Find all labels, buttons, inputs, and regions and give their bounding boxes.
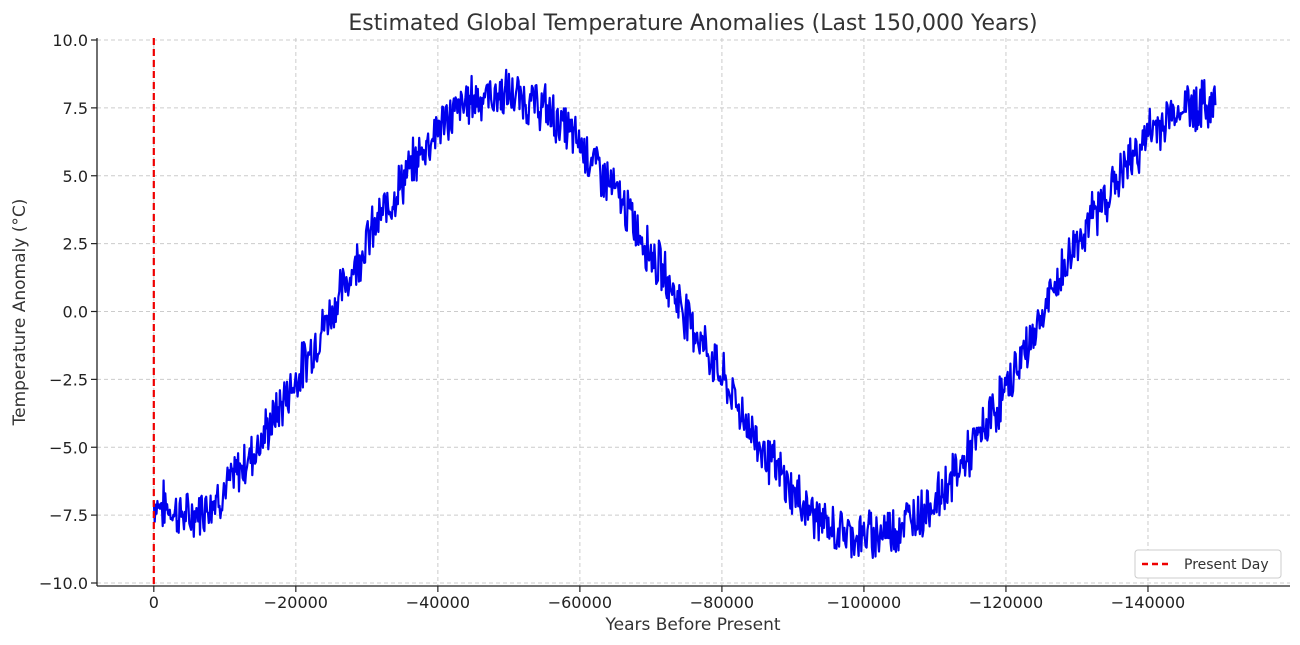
legend-box	[1134, 549, 1282, 579]
y-tick-label: −5.0	[49, 438, 88, 457]
y-axis-ticks: 10.0 7.5 5.0 2.5 0.0 −2.5 −5.0 −7.5 −10.0	[39, 31, 97, 593]
y-tick-label: 0.0	[63, 303, 88, 322]
y-tick-label: −10.0	[39, 574, 88, 593]
y-tick-label: 5.0	[63, 167, 88, 186]
chart-title: Estimated Global Temperature Anomalies (…	[348, 11, 1037, 36]
legend-label-present-day: Present Day	[1184, 557, 1269, 573]
temperature-series-line	[152, 68, 1217, 559]
x-tick-label: −60000	[548, 593, 612, 612]
x-tick-label: −100000	[827, 593, 901, 612]
x-tick-label: −20000	[264, 593, 328, 612]
y-tick-label: −7.5	[49, 506, 88, 525]
x-axis-label: Years Before Present	[604, 615, 780, 635]
y-axis-label: Temperature Anomaly (°C)	[10, 199, 30, 427]
y-tick-label: 7.5	[63, 99, 88, 118]
grid	[97, 38, 1290, 586]
x-tick-label: −80000	[690, 593, 754, 612]
y-tick-label: 2.5	[63, 235, 88, 254]
x-tick-label: 0	[149, 593, 159, 612]
x-tick-label: −40000	[406, 593, 470, 612]
x-axis-ticks: 0 −20000 −40000 −60000 −80000 −100000 −120000 −…	[149, 586, 1185, 612]
x-tick-label: −140000	[1111, 593, 1185, 612]
x-tick-label: −120000	[969, 593, 1043, 612]
plot-area	[152, 38, 1217, 586]
legend: Present Day	[1134, 549, 1282, 579]
y-tick-label: −2.5	[49, 370, 88, 389]
y-tick-label: 10.0	[52, 31, 88, 50]
